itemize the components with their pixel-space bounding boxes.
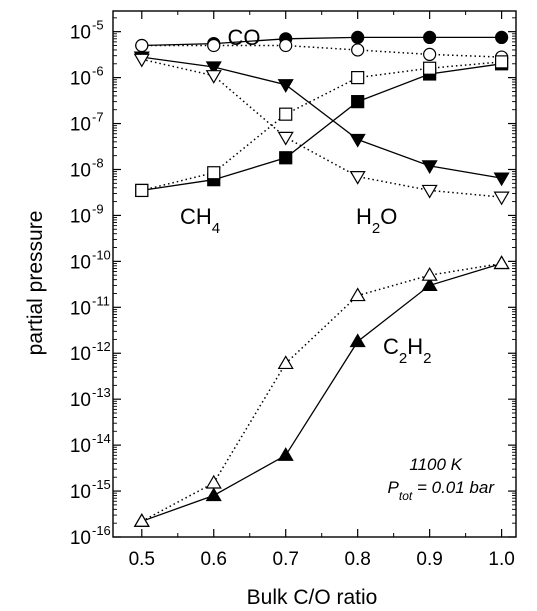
data-point-triangle-down	[205, 70, 222, 84]
y-tick-exponent: -10	[92, 247, 111, 262]
pressure-value: = 0.01 bar	[412, 478, 495, 497]
series-line-4	[141, 56, 502, 179]
pressure-symbol: P	[388, 478, 400, 497]
data-point-triangle-down	[421, 184, 438, 199]
series-line-2	[141, 63, 502, 192]
x-axis-label: Bulk C/O ratio	[247, 586, 378, 609]
y-tick-label: 10	[70, 115, 91, 136]
data-point-circle	[135, 38, 149, 53]
x-tick-label: 0.5	[129, 549, 155, 570]
data-point-square	[495, 55, 509, 69]
series-label-6: C2H2	[383, 334, 431, 367]
x-tick-label: 0.7	[273, 549, 299, 570]
y-tick-label: 10	[70, 298, 91, 319]
data-point-triangle-down	[493, 172, 510, 187]
y-tick-label: 10	[70, 482, 91, 503]
data-point-circle	[423, 47, 437, 62]
series-line-3	[141, 61, 502, 192]
x-tick-label: 1.0	[488, 549, 514, 570]
series-line-0	[141, 36, 502, 47]
y-tick-exponent: -16	[92, 523, 111, 538]
data-point-square	[351, 95, 365, 109]
pressure-subscript: tot	[399, 489, 413, 503]
data-point-triangle-down	[277, 79, 294, 93]
y-tick-label: 10	[70, 252, 91, 273]
data-point-triangle-down	[349, 171, 366, 185]
data-point-triangle-down	[277, 131, 294, 146]
data-point-triangle-down	[349, 133, 366, 148]
x-tick-label: 0.9	[416, 549, 442, 570]
series-lines	[141, 36, 502, 522]
data-point-circle	[351, 43, 365, 57]
data-point-square	[279, 151, 293, 165]
data-point-triangle-up	[277, 447, 294, 461]
y-tick-exponent: -8	[92, 155, 104, 170]
y-tick-exponent: -14	[92, 431, 111, 446]
data-point-circle	[495, 30, 509, 45]
data-point-circle	[351, 30, 365, 45]
series-label-2: CH4	[180, 204, 220, 237]
pressure-annotation: Ptot = 0.01 bar	[388, 478, 496, 503]
y-tick-label: 10	[70, 390, 91, 411]
data-point-triangle-up	[133, 513, 150, 527]
series-line-7	[141, 262, 502, 522]
plot-frame	[112, 10, 517, 538]
data-point-triangle-up	[349, 287, 366, 302]
temperature-annotation: 1100 K	[409, 455, 462, 474]
series-labels: CO CH4 H2O C2H2	[180, 25, 431, 367]
y-tick-label: 10	[70, 69, 91, 90]
series-line-6	[141, 262, 502, 522]
series-line-5	[141, 58, 502, 198]
series-label-4: H2O	[356, 204, 397, 237]
plot-axes: 0.5 0.6 0.7 0.8 0.9 1.010-510-610-710-810-910…	[70, 10, 517, 570]
data-point-square	[351, 71, 365, 85]
data-point-square	[207, 166, 221, 180]
y-tick-exponent: -12	[92, 339, 111, 354]
y-tick-label: 10	[70, 436, 91, 457]
series-markers	[133, 30, 510, 527]
data-point-triangle-down	[133, 53, 150, 68]
y-tick-exponent: -6	[92, 64, 104, 79]
y-tick-label: 10	[70, 344, 91, 365]
data-point-triangle-up	[493, 255, 510, 270]
data-point-triangle-up	[205, 474, 222, 489]
series-line-1	[141, 44, 502, 58]
y-axis-label: partial pressure	[24, 211, 47, 356]
y-tick-exponent: -13	[92, 385, 111, 400]
data-point-triangle-down	[493, 191, 510, 206]
x-tick-label: 0.6	[201, 549, 227, 570]
data-point-square	[279, 107, 293, 121]
y-tick-label: 10	[70, 528, 91, 549]
data-point-circle	[423, 30, 437, 45]
y-tick-exponent: -7	[92, 110, 104, 125]
data-point-triangle-up	[349, 333, 366, 348]
y-tick-exponent: -15	[92, 477, 111, 492]
data-point-triangle-up	[277, 355, 294, 370]
data-point-circle	[207, 38, 221, 53]
x-tick-label: 0.8	[344, 549, 370, 570]
y-tick-exponent: -9	[92, 201, 104, 216]
data-point-square	[423, 61, 437, 75]
data-point-triangle-up	[205, 487, 222, 502]
data-point-circle	[279, 38, 293, 53]
data-point-triangle-down	[421, 160, 438, 175]
data-point-triangle-up	[421, 267, 438, 281]
data-point-square	[135, 183, 149, 198]
y-tick-label: 10	[70, 160, 91, 181]
y-tick-label: 10	[70, 206, 91, 227]
data-point-triangle-down	[205, 61, 222, 76]
data-point-triangle-up	[421, 277, 438, 291]
y-tick-exponent: -11	[92, 293, 110, 308]
y-tick-exponent: -5	[92, 18, 104, 33]
y-tick-label: 10	[70, 23, 91, 44]
series-label-0: CO	[228, 25, 261, 50]
